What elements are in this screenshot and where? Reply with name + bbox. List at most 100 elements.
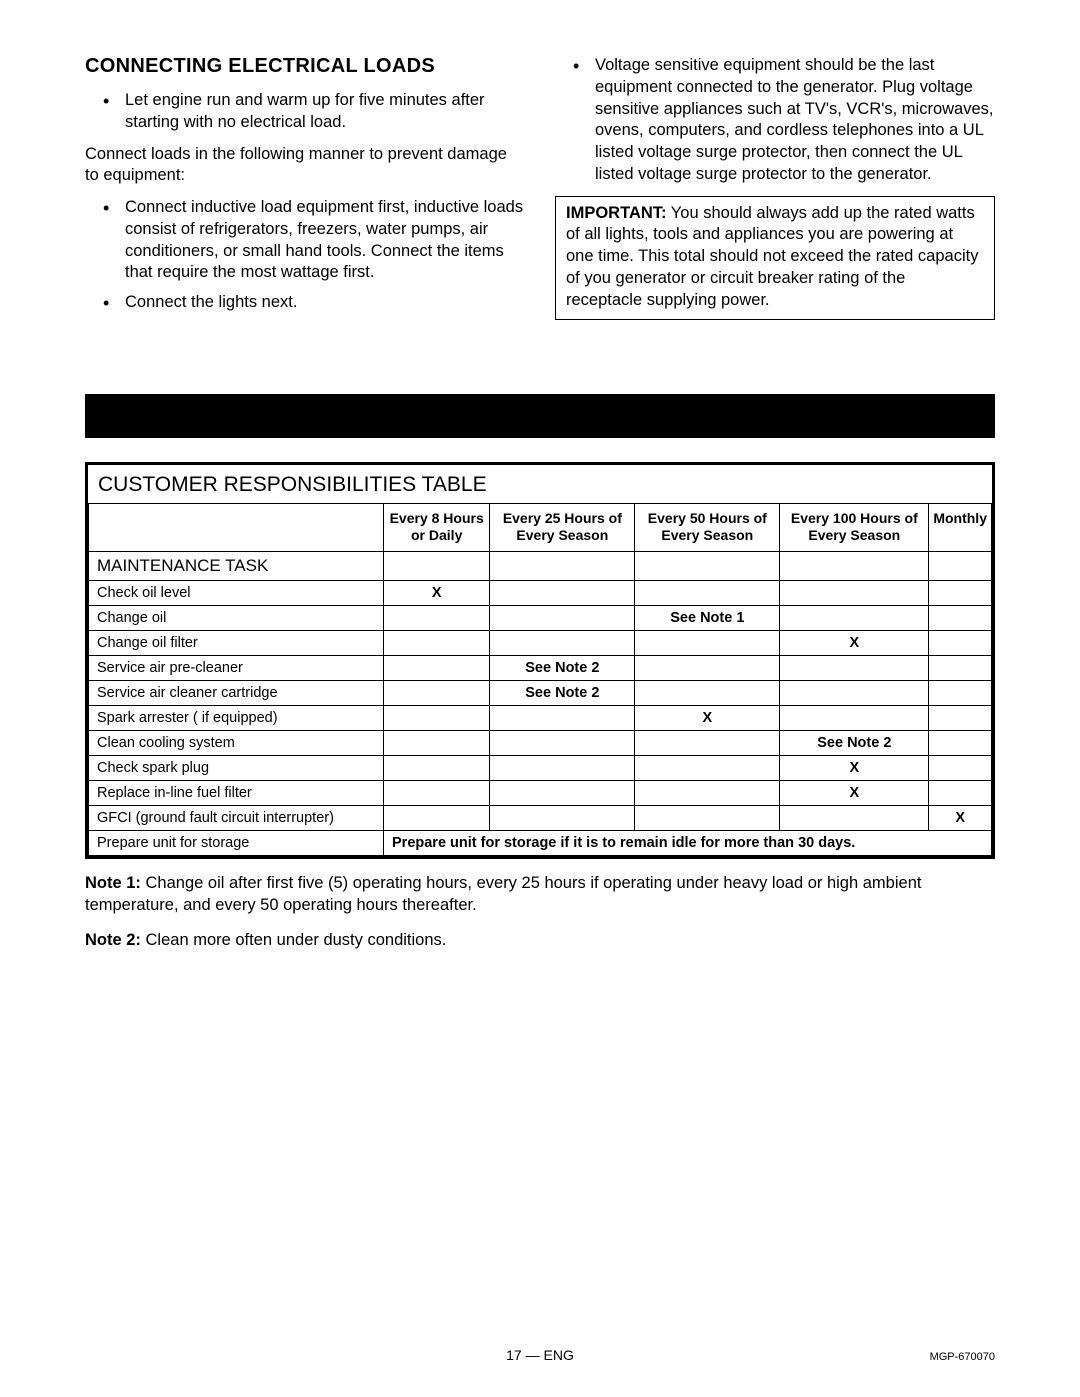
interval-cell — [929, 655, 992, 680]
table-row: Service air pre-cleaner See Note 2 — [89, 655, 992, 680]
interval-cell: See Note 2 — [780, 730, 929, 755]
maintenance-table: Every 8 Hours or Daily Every 25 Hours of… — [88, 503, 992, 856]
interval-cell: X — [780, 630, 929, 655]
header-col: Every 50 Hours of Every Season — [635, 503, 780, 551]
interval-cell — [929, 680, 992, 705]
table-row: GFCI (ground fault circuit interrupter)X — [89, 805, 992, 830]
blank-cell — [384, 551, 490, 580]
note-label: Note 2: — [85, 931, 141, 949]
table-row: Replace in-line fuel filter X — [89, 780, 992, 805]
interval-cell: X — [780, 755, 929, 780]
interval-cell — [490, 605, 635, 630]
task-cell: Service air cleaner cartridge — [89, 680, 384, 705]
interval-cell: See Note 1 — [635, 605, 780, 630]
interval-cell — [780, 655, 929, 680]
table-title: CUSTOMER RESPONSIBILITIES TABLE — [88, 465, 992, 503]
doc-code: MGP-670070 — [930, 1351, 995, 1363]
header-blank — [89, 503, 384, 551]
interval-cell — [929, 730, 992, 755]
two-column-layout: CONNECTING ELECTRICAL LOADS Let engine r… — [85, 55, 995, 324]
table-row: Check oil levelX — [89, 580, 992, 605]
table-row: Spark arrester ( if equipped) X — [89, 705, 992, 730]
table-row: Service air cleaner cartridge See Note 2 — [89, 680, 992, 705]
task-cell: Service air pre-cleaner — [89, 655, 384, 680]
interval-cell — [780, 705, 929, 730]
blank-cell — [780, 551, 929, 580]
responsibilities-table-wrap: CUSTOMER RESPONSIBILITIES TABLE Every 8 … — [85, 462, 995, 859]
interval-cell — [490, 730, 635, 755]
note-label: Note 1: — [85, 874, 141, 892]
note-text: Clean more often under dusty conditions. — [141, 931, 446, 949]
bullet-item: Connect inductive load equipment first, … — [85, 197, 525, 284]
interval-cell — [780, 580, 929, 605]
task-cell: Check spark plug — [89, 755, 384, 780]
task-cell: Change oil — [89, 605, 384, 630]
important-box: IMPORTANT: You should always add up the … — [555, 196, 995, 321]
interval-cell: X — [780, 780, 929, 805]
header-col: Every 100 Hours of Every Season — [780, 503, 929, 551]
interval-cell: X — [635, 705, 780, 730]
header-col: Monthly — [929, 503, 992, 551]
interval-cell — [780, 805, 929, 830]
storage-row: Prepare unit for storage Prepare unit fo… — [89, 830, 992, 855]
task-cell: Change oil filter — [89, 630, 384, 655]
header-row: Every 8 Hours or Daily Every 25 Hours of… — [89, 503, 992, 551]
blank-cell — [490, 551, 635, 580]
interval-cell: See Note 2 — [490, 680, 635, 705]
notes-section: Note 1: Change oil after first five (5) … — [85, 873, 995, 952]
bullet-list: Let engine run and warm up for five minu… — [85, 90, 525, 134]
task-cell: Prepare unit for storage — [89, 830, 384, 855]
left-column: CONNECTING ELECTRICAL LOADS Let engine r… — [85, 55, 525, 324]
interval-cell — [490, 630, 635, 655]
interval-cell — [384, 755, 490, 780]
note-text: Change oil after first five (5) operatin… — [85, 874, 921, 914]
task-cell: Clean cooling system — [89, 730, 384, 755]
interval-cell — [384, 705, 490, 730]
interval-cell — [384, 730, 490, 755]
bullet-item: Voltage sensitive equipment should be th… — [555, 55, 995, 186]
interval-cell — [929, 630, 992, 655]
interval-cell — [635, 805, 780, 830]
table-row: Clean cooling system See Note 2 — [89, 730, 992, 755]
interval-cell — [635, 755, 780, 780]
task-cell: Spark arrester ( if equipped) — [89, 705, 384, 730]
interval-cell — [384, 605, 490, 630]
note-1: Note 1: Change oil after first five (5) … — [85, 873, 995, 917]
interval-cell — [635, 580, 780, 605]
note-2: Note 2: Clean more often under dusty con… — [85, 930, 995, 952]
bullet-item: Connect the lights next. — [85, 292, 525, 314]
paragraph: Connect loads in the following manner to… — [85, 144, 525, 188]
interval-cell — [635, 680, 780, 705]
right-column: Voltage sensitive equipment should be th… — [555, 55, 995, 324]
interval-cell — [929, 605, 992, 630]
interval-cell — [635, 730, 780, 755]
interval-cell — [929, 755, 992, 780]
task-cell: GFCI (ground fault circuit interrupter) — [89, 805, 384, 830]
header-col: Every 8 Hours or Daily — [384, 503, 490, 551]
interval-cell — [384, 680, 490, 705]
task-cell: Replace in-line fuel filter — [89, 780, 384, 805]
interval-cell — [490, 805, 635, 830]
table-row: Check spark plug X — [89, 755, 992, 780]
table-row: Change oil See Note 1 — [89, 605, 992, 630]
interval-cell: See Note 2 — [490, 655, 635, 680]
interval-cell — [929, 780, 992, 805]
storage-note: Prepare unit for storage if it is to rem… — [384, 830, 992, 855]
interval-cell: X — [384, 580, 490, 605]
task-cell: Check oil level — [89, 580, 384, 605]
interval-cell — [490, 755, 635, 780]
section-divider-bar — [85, 394, 995, 438]
header-col: Every 25 Hours of Every Season — [490, 503, 635, 551]
interval-cell — [384, 780, 490, 805]
blank-cell — [929, 551, 992, 580]
interval-cell — [490, 580, 635, 605]
section-title: CONNECTING ELECTRICAL LOADS — [85, 55, 525, 78]
interval-cell — [490, 780, 635, 805]
interval-cell — [929, 580, 992, 605]
task-header: MAINTENANCE TASK — [89, 551, 384, 580]
bullet-list: Connect inductive load equipment first, … — [85, 197, 525, 314]
bullet-item: Let engine run and warm up for five minu… — [85, 90, 525, 134]
page-number: 17 — ENG — [0, 1347, 1080, 1363]
interval-cell — [929, 705, 992, 730]
page-footer: 17 — ENG MGP-670070 — [0, 1347, 1080, 1363]
